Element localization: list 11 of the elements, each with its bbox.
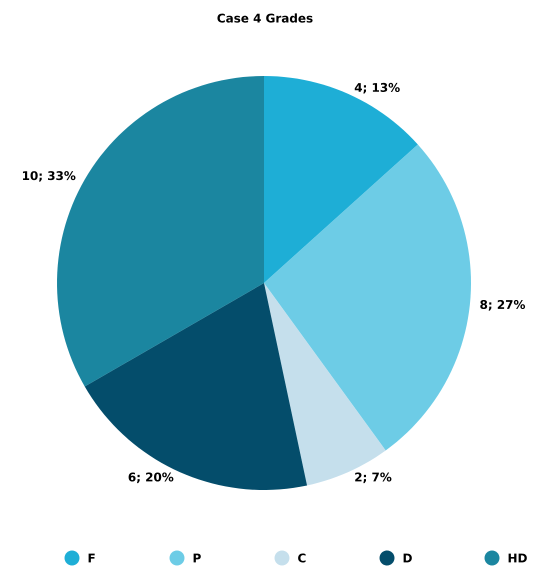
legend-label: P (194, 554, 201, 562)
data-label: 2; 7% (355, 472, 392, 484)
legend-label: F (88, 554, 95, 562)
data-label: 6; 20% (128, 472, 174, 484)
legend-label: C (298, 553, 306, 563)
data-label: 8; 27% (480, 300, 526, 311)
legend-label: HD (508, 554, 527, 562)
data-label: 10; 33% (22, 171, 76, 182)
legend-label: D (404, 554, 412, 562)
data-label: 4; 13% (354, 82, 400, 94)
chart-title: Case 4 Grades (217, 13, 313, 23)
